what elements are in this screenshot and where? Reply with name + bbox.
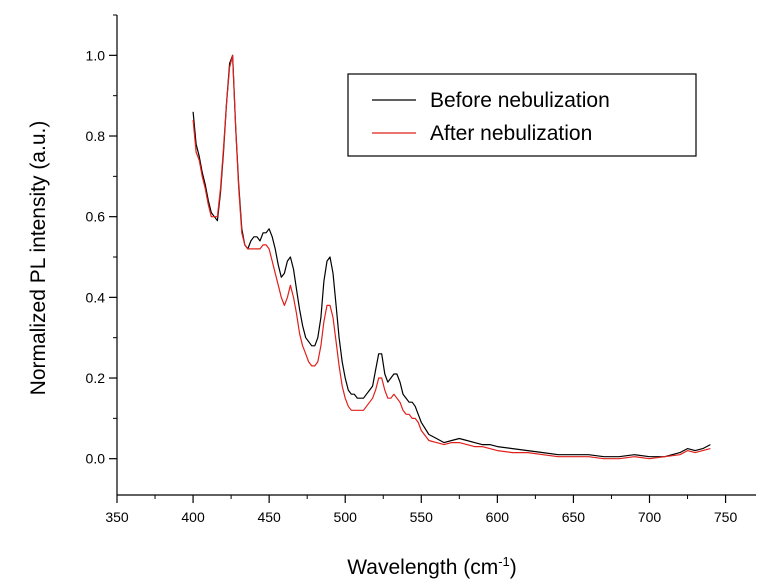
x-tick-label: 650 [562, 509, 586, 525]
x-axis-title-superscript: -1 [498, 554, 510, 569]
x-tick-label: 350 [105, 509, 129, 525]
y-tick-label: 0.8 [86, 128, 106, 144]
x-axis-title-main: Wavelength (cm [347, 556, 498, 579]
legend-label-after: After nebulization [430, 122, 592, 145]
legend-label-before: Before nebulization [430, 89, 610, 112]
x-tick-label: 450 [257, 509, 281, 525]
legend-box [347, 73, 697, 157]
x-tick-label: 700 [638, 509, 662, 525]
axes-layer: 350 400 450 500 550 600 650 700 750 0.0 0.2 0.4 0.6 0… [86, 14, 756, 525]
y-axis-title: Normalized PL intensity (a.u.) [27, 121, 50, 396]
y-tick-label: 1.0 [86, 47, 106, 63]
x-tick-label: 550 [410, 509, 434, 525]
y-tick-label: 0.2 [86, 370, 106, 386]
series-line-after-nebulization [192, 54, 711, 460]
x-axis-title-close: ) [510, 556, 517, 579]
x-tick-label: 750 [714, 509, 738, 525]
y-tick-label: 0.6 [86, 209, 106, 225]
y-tick-label: 0.0 [86, 451, 106, 467]
legend: Before nebulization After nebulization [347, 73, 697, 157]
x-tick-label: 600 [486, 509, 510, 525]
y-tick-label: 0.4 [86, 289, 106, 305]
x-tick-label: 500 [334, 509, 358, 525]
x-axis-title: Wavelength (cm-1) [347, 554, 517, 579]
series-layer [192, 54, 711, 460]
x-tick-label: 400 [181, 509, 205, 525]
